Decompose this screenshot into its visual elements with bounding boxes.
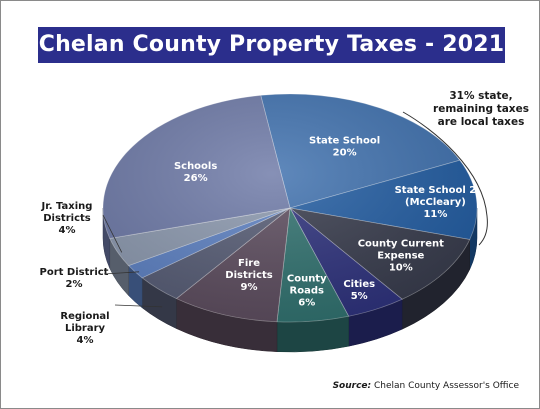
slice-label-5: Fire Districts 9% — [225, 258, 273, 293]
slice-name-9: Schools — [174, 161, 217, 172]
slice-name-7: Port District — [40, 267, 109, 278]
source-note: Source: Chelan County Assessor's Office — [333, 381, 519, 391]
slice-label-2: County Current Expense 10% — [358, 239, 444, 274]
slice-name-1: (McCleary) — [405, 197, 466, 208]
slice-name-4: Roads — [290, 285, 324, 296]
slice-name-1: State School 2 — [395, 185, 477, 196]
slice-label-0: State School 20% — [309, 136, 380, 159]
leader-line-7 — [103, 271, 140, 275]
slice-name-2: Expense — [377, 251, 424, 262]
slice-name-2: County Current — [358, 239, 444, 250]
leader-line-8 — [102, 214, 123, 253]
slice-value-6: 4% — [77, 335, 94, 346]
slice-name-6: Regional — [60, 311, 109, 322]
slice-label-9: Schools 26% — [174, 161, 217, 184]
state-annotation: 31% state, remaining taxes are local tax… — [433, 90, 529, 128]
slice-name-3: Cities — [343, 279, 375, 290]
slice-value-5: 9% — [241, 282, 258, 293]
source-text: Chelan County Assessor's Office — [374, 381, 519, 391]
state-bracket — [402, 111, 488, 246]
slice-value-3: 5% — [351, 291, 368, 302]
leader-lines — [102, 214, 163, 308]
slice-label-6: Regional Library 4% — [60, 311, 109, 346]
slice-value-4: 6% — [298, 297, 315, 308]
slice-value-7: 2% — [66, 279, 83, 290]
leader-line-6 — [114, 304, 163, 308]
slice-value-1: 11% — [423, 209, 447, 220]
slice-name-6: Library — [65, 323, 106, 334]
slice-name-0: State School — [309, 136, 380, 147]
slice-name-5: Districts — [225, 270, 273, 281]
source-label: Source: — [332, 381, 372, 391]
slice-name-5: Fire — [238, 258, 260, 269]
slice-label-1: State School 2 (McCleary) 11% — [395, 185, 477, 220]
slice-label-8: Jr. Taxing Districts 4% — [41, 201, 93, 236]
slice-value-9: 26% — [184, 173, 208, 184]
slice-value-8: 4% — [59, 225, 76, 236]
slice-name-8: Districts — [43, 213, 91, 224]
slice-name-4: County — [287, 273, 327, 284]
slice-value-2: 10% — [389, 263, 413, 274]
slice-name-8: Jr. Taxing — [41, 201, 93, 212]
slice-label-7: Port District 2% — [40, 267, 109, 290]
pie-labels: State School 20%State School 2 (McCleary) 1… — [40, 136, 477, 346]
slice-value-0: 20% — [333, 148, 357, 159]
slice-label-3: Cities 5% — [343, 279, 375, 302]
slice-label-4: County Roads 6% — [287, 273, 327, 308]
chart-title: Chelan County Property Taxes - 2021 — [38, 27, 505, 63]
